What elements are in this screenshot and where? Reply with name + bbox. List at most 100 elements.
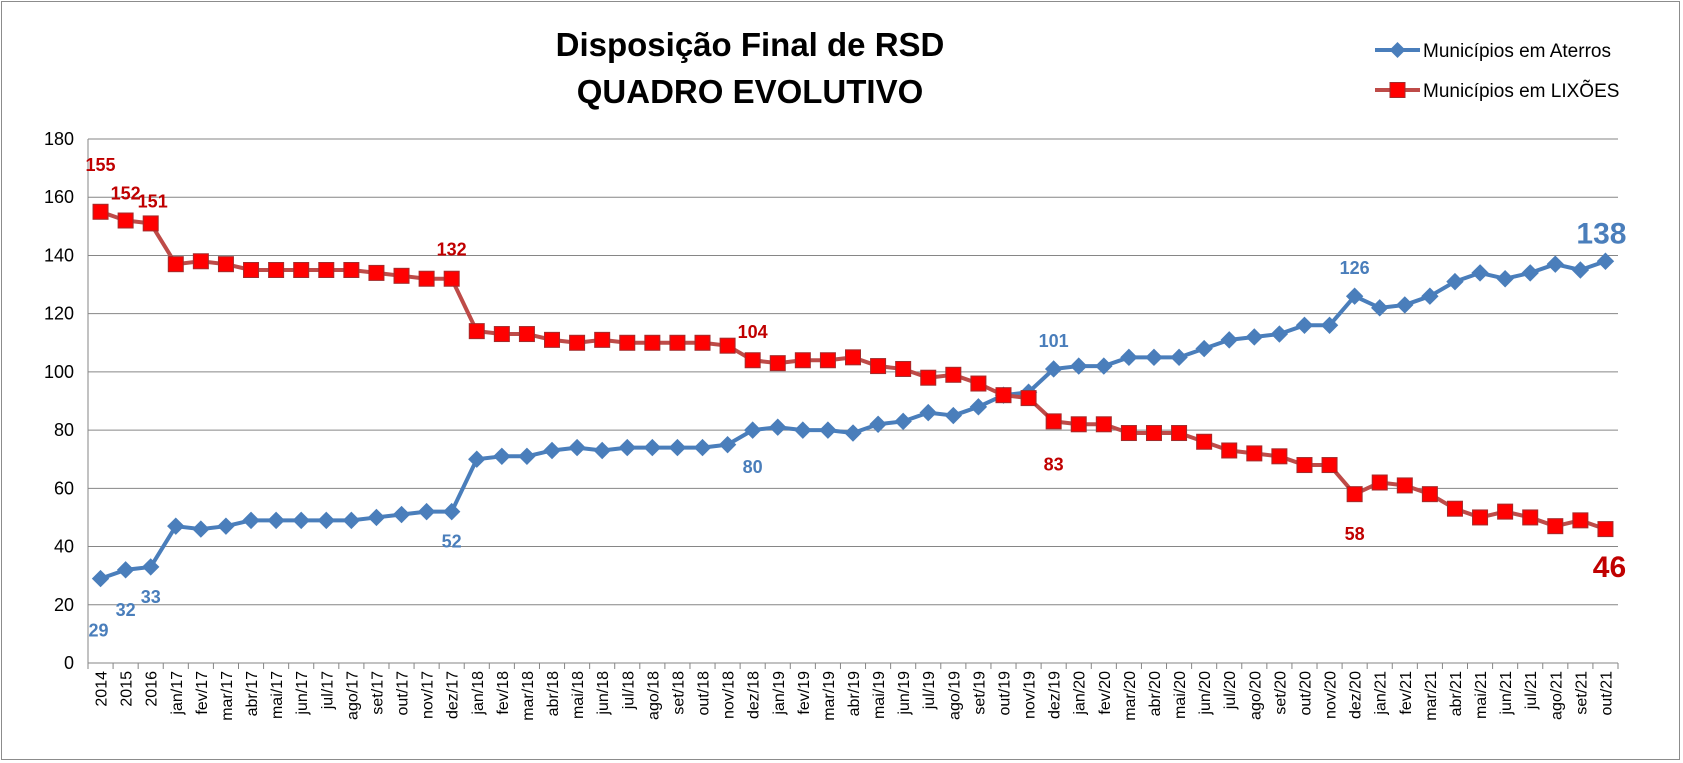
point-marker-aterros	[1245, 328, 1264, 346]
point-marker-aterros	[1270, 325, 1289, 343]
point-marker-lixoes	[845, 349, 861, 366]
x-tick-label: abr/17	[244, 671, 261, 716]
x-tick-label: ago/17	[344, 671, 361, 720]
point-marker-aterros	[769, 418, 787, 436]
y-tick-label: 100	[44, 362, 74, 382]
legend-marker-aterros	[1389, 42, 1406, 58]
point-marker-lixoes	[343, 262, 360, 278]
x-tick-label: dez/20	[1348, 671, 1365, 719]
x-tick-label: jul/21	[1523, 671, 1540, 710]
x-tick-label: set/19	[971, 671, 988, 715]
point-marker-lixoes	[1246, 445, 1263, 462]
x-tick-label: out/20	[1297, 671, 1314, 716]
data-label-aterros: 138	[1576, 217, 1626, 250]
point-marker-lixoes	[468, 323, 485, 340]
point-marker-lixoes	[1045, 413, 1062, 430]
point-marker-lixoes	[268, 262, 285, 278]
point-marker-lixoes	[1221, 442, 1238, 459]
point-marker-aterros	[1446, 272, 1464, 291]
point-marker-lixoes	[1321, 457, 1338, 474]
point-marker-aterros	[794, 421, 812, 439]
point-marker-lixoes	[142, 215, 159, 232]
point-marker-lixoes	[744, 352, 761, 369]
point-marker-aterros	[568, 438, 586, 457]
x-tick-label: jul/20	[1222, 671, 1239, 710]
x-tick-label: nov/18	[721, 671, 738, 719]
point-marker-lixoes	[1396, 477, 1413, 494]
point-marker-lixoes	[1020, 390, 1037, 407]
point-marker-lixoes	[1371, 474, 1388, 491]
data-label-lixoes: 132	[437, 240, 467, 260]
x-tick-label: jan/17	[169, 671, 186, 716]
legend-label-lixoes: Municípios em LIXÕES	[1423, 80, 1619, 102]
x-tick-label: out/21	[1598, 671, 1615, 716]
point-marker-lixoes	[1296, 457, 1313, 474]
x-tick-label: set/18	[670, 671, 687, 715]
x-tick-label: mai/17	[269, 671, 286, 719]
point-marker-aterros	[1195, 339, 1213, 358]
chart-title-line-2: QUADRO EVOLUTIVO	[577, 73, 924, 110]
x-tick-label: set/21	[1573, 671, 1590, 715]
y-tick-label: 0	[64, 653, 74, 673]
chart-title-line-1: Disposição Final de RSD	[556, 26, 945, 63]
point-marker-aterros	[267, 511, 285, 530]
x-tick-label: mar/18	[520, 671, 537, 721]
point-marker-lixoes	[995, 387, 1012, 404]
x-tick-label: jun/21	[1498, 671, 1515, 716]
point-marker-aterros	[894, 412, 912, 431]
x-tick-label: mai/20	[1172, 671, 1189, 719]
x-tick-label: jan/21	[1373, 671, 1390, 716]
y-tick-label: 60	[54, 478, 74, 498]
point-marker-lixoes	[368, 264, 385, 281]
x-tick-label: ago/19	[946, 671, 963, 720]
point-marker-lixoes	[393, 267, 410, 284]
point-marker-aterros	[668, 438, 687, 457]
x-tick-label: jul/17	[319, 671, 336, 710]
point-marker-aterros	[1371, 299, 1389, 317]
x-tick-label: abr/18	[545, 671, 562, 716]
point-marker-lixoes	[819, 352, 836, 369]
x-tick-label: mar/21	[1423, 671, 1440, 721]
point-marker-aterros	[844, 424, 862, 442]
point-marker-aterros	[1396, 296, 1414, 314]
series-layer	[91, 203, 1615, 588]
y-tick-label: 40	[54, 537, 74, 557]
point-marker-lixoes	[318, 262, 335, 278]
x-tick-label: set/20	[1272, 671, 1289, 715]
data-label-aterros: 126	[1340, 258, 1370, 278]
point-marker-lixoes	[945, 366, 962, 383]
data-label-lixoes: 104	[738, 322, 768, 342]
x-tick-label: out/19	[996, 671, 1013, 716]
y-tick-label: 140	[44, 245, 74, 265]
point-marker-lixoes	[594, 331, 611, 348]
legend: Municípios em Aterros Municípios em LIXÕ…	[1375, 41, 1619, 102]
x-tick-label: dez/17	[445, 671, 462, 719]
point-marker-lixoes	[870, 358, 887, 375]
point-marker-aterros	[1546, 255, 1565, 273]
point-marker-aterros	[141, 558, 160, 576]
x-tick-label: out/17	[395, 671, 412, 716]
axes: 0 20 40 60 80 100 120 140 160 180 2014 2015 2016 jan/…	[44, 129, 1619, 721]
x-tick-label: ago/21	[1548, 671, 1565, 720]
point-marker-aterros	[217, 517, 235, 535]
x-tick-label: jul/18	[620, 671, 637, 710]
point-marker-lixoes	[794, 352, 811, 369]
data-label-lixoes: 152	[111, 184, 141, 204]
y-tick-label: 160	[44, 187, 74, 207]
point-marker-lixoes	[1572, 512, 1589, 529]
point-marker-aterros	[1145, 348, 1163, 367]
x-tick-label: mai/18	[570, 671, 587, 719]
point-marker-lixoes	[694, 334, 711, 351]
point-marker-aterros	[91, 569, 110, 588]
point-marker-aterros	[944, 406, 963, 425]
point-marker-aterros	[1496, 270, 1514, 288]
x-tick-label: nov/19	[1022, 671, 1039, 719]
data-label-lixoes: 83	[1044, 454, 1064, 474]
point-marker-lixoes	[1171, 425, 1188, 442]
point-marker-aterros	[618, 438, 636, 457]
x-tick-label: abr/19	[846, 671, 863, 716]
point-marker-aterros	[819, 421, 837, 439]
x-tick-label: out/18	[696, 671, 713, 716]
point-marker-lixoes	[569, 334, 586, 351]
